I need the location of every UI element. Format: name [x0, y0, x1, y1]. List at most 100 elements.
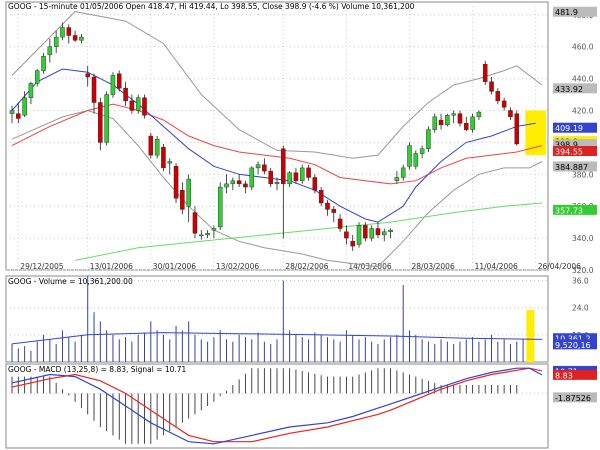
bollinger-lower-line: [11, 109, 543, 268]
price-y-tick-label: 440.0: [572, 75, 594, 84]
candle-body: [192, 212, 198, 234]
x-tick-label: 13/02/2006: [216, 262, 259, 271]
candle-body: [350, 241, 355, 247]
macd-signal-line: [11, 367, 543, 443]
candle-body: [236, 180, 242, 185]
volume-right-tag-bg: [553, 333, 597, 344]
candle-body: [356, 225, 362, 245]
candle-body: [495, 91, 501, 102]
candle-body: [432, 116, 437, 130]
candle-body: [66, 27, 72, 36]
x-tick-label: 13/01/2006: [90, 262, 133, 271]
x-tick-label: 29/12/2005: [20, 262, 63, 271]
candle-body: [400, 167, 406, 178]
candle-body: [104, 94, 109, 143]
candle-body: [325, 202, 330, 210]
candle-body: [438, 119, 444, 126]
candle-body: [129, 100, 135, 111]
volume-y-tick-label: 24.0: [572, 304, 589, 313]
x-tick-label: 30/01/2006: [153, 262, 196, 271]
candle-body: [287, 172, 292, 185]
price-right-tag: 481.9: [555, 8, 578, 17]
price-right-tag-bg: [553, 161, 597, 172]
candle-body: [167, 161, 172, 164]
candle-body: [318, 190, 324, 204]
candle-body: [451, 113, 456, 116]
candle-body: [186, 178, 191, 207]
x-tick-label: 28/03/2006: [412, 262, 455, 271]
candle-body: [180, 190, 185, 210]
candle-body: [142, 97, 147, 116]
candle-body: [413, 153, 419, 167]
candle-body: [274, 182, 280, 185]
sma20-line: [11, 68, 536, 223]
volume-y-tick-label: 36.0: [572, 277, 589, 286]
price-y-tick-label: 320.0: [572, 266, 594, 275]
candle-body: [331, 209, 337, 213]
candle-body: [85, 73, 90, 78]
candle-body: [293, 172, 299, 181]
price-right-tag-bg: [553, 139, 597, 150]
price-right-tag-bg: [553, 6, 597, 17]
candle-body: [482, 64, 488, 82]
x-tick-label: 11/04/2006: [475, 262, 518, 271]
price-y-tick-label: 460.0: [572, 43, 594, 52]
candle-body: [148, 135, 154, 156]
price-right-tag-bg: [553, 83, 597, 94]
candle-body: [249, 167, 255, 188]
candle-body: [268, 170, 273, 185]
x-tick-label: 26/04/2006: [538, 262, 581, 271]
price-title: GOOG - 15-minute 01/05/2006 Open 418.47,…: [8, 2, 415, 11]
price-right-tag: 433.92: [555, 85, 583, 94]
candle-body: [306, 167, 311, 178]
candle-body: [47, 46, 53, 55]
volume-right-tag: 9,520,16: [555, 341, 591, 350]
volume-title: GOOG - Volume = 10,361,200.00: [8, 277, 133, 286]
candle-body: [117, 73, 122, 89]
macd-right-tag-bg: [553, 392, 597, 403]
volume-right-tag: 10,361,2: [555, 335, 591, 344]
candle-body: [363, 225, 368, 239]
candle-body: [464, 123, 469, 130]
volume-average-line: [11, 332, 543, 345]
candle-body: [255, 164, 261, 169]
macd-title: GOOG - MACD (13,25,8) = 8.83, Signal = 1…: [8, 365, 187, 374]
candle-body: [28, 83, 34, 98]
candle-body: [60, 27, 65, 38]
sma50-line: [11, 103, 543, 185]
candle-body: [369, 228, 374, 239]
candle-body: [394, 177, 400, 181]
candle-body: [205, 233, 210, 236]
price-right-tag: 384.887: [555, 163, 588, 172]
candle-body: [22, 97, 27, 116]
candle-body: [161, 146, 166, 169]
candle-body: [514, 113, 520, 145]
candle-body: [123, 87, 128, 102]
price-right-tag-bg: [553, 145, 597, 156]
candle-body: [419, 148, 425, 154]
candle-body: [9, 110, 15, 114]
macd-panel-frame: [5, 363, 549, 449]
candle-body: [508, 110, 513, 118]
price-y-tick-label: 380.0: [572, 170, 594, 179]
candle-body: [426, 129, 431, 149]
candle-body: [98, 102, 103, 143]
sma200-line: [75, 202, 543, 261]
candle-body: [154, 138, 160, 156]
candle-body: [79, 36, 84, 41]
candle-body: [476, 111, 482, 118]
x-tick-label: 14/03/2006: [348, 262, 391, 271]
candle-body: [53, 36, 59, 47]
candle-body: [34, 70, 40, 84]
candle-body: [407, 145, 412, 167]
candle-body: [470, 116, 475, 130]
candle-body: [281, 148, 286, 185]
price-right-tag: 409.19: [555, 124, 583, 133]
candle-body: [110, 75, 116, 95]
price-right-tag-bg: [553, 204, 597, 215]
candle-body: [344, 231, 349, 239]
price-y-tick-label: 420.0: [572, 106, 594, 115]
candle-body: [388, 229, 393, 232]
candle-body: [337, 218, 343, 229]
candle-body: [230, 180, 236, 185]
